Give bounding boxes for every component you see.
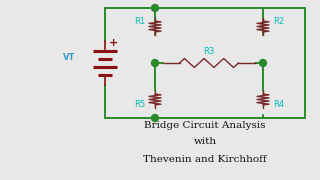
Text: R3: R3: [204, 46, 215, 55]
Text: with: with: [193, 138, 217, 147]
Circle shape: [151, 60, 158, 66]
Text: Thevenin and Kirchhoff: Thevenin and Kirchhoff: [143, 156, 267, 165]
Text: R5: R5: [134, 100, 145, 109]
Text: VT: VT: [63, 53, 75, 62]
Text: R4: R4: [273, 100, 284, 109]
Text: Bridge Circuit Analysis: Bridge Circuit Analysis: [144, 120, 266, 129]
Text: R1: R1: [134, 17, 145, 26]
Text: R2: R2: [273, 17, 284, 26]
Circle shape: [151, 114, 158, 122]
Circle shape: [151, 4, 158, 12]
Circle shape: [260, 60, 267, 66]
Text: +: +: [109, 38, 119, 48]
